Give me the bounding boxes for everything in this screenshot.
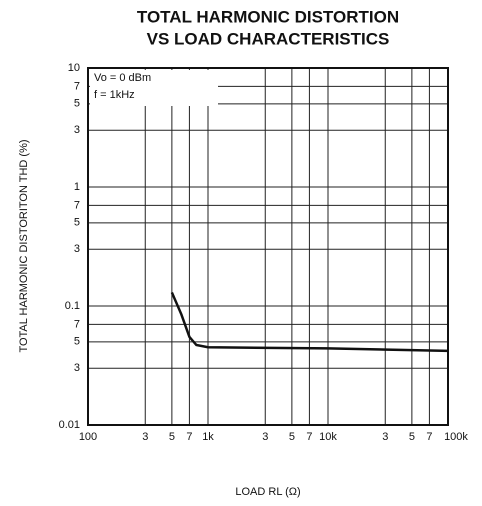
plot-frame bbox=[87, 67, 449, 426]
x-axis-label: LOAD RL (Ω) bbox=[235, 486, 300, 498]
y-tick-label: 10 bbox=[68, 62, 80, 74]
y-tick-label: 5 bbox=[74, 217, 80, 229]
x-tick-label: 5 bbox=[169, 431, 175, 443]
x-tick-label: 7 bbox=[186, 431, 192, 443]
annotation: Vo = 0 dBm bbox=[94, 72, 151, 84]
chart-title: TOTAL HARMONIC DISTORTION bbox=[137, 7, 399, 26]
y-tick-label: 7 bbox=[74, 199, 80, 211]
y-tick-label: 5 bbox=[74, 98, 80, 110]
y-axis-label: TOTAL HARMONIC DISTORITON THD (%) bbox=[18, 139, 30, 352]
chart-title: VS LOAD CHARACTERISTICS bbox=[147, 29, 390, 48]
y-tick-label: 7 bbox=[74, 318, 80, 330]
y-tick-label: 3 bbox=[74, 124, 80, 136]
x-tick-label: 1k bbox=[202, 431, 214, 443]
x-tick-label: 3 bbox=[142, 431, 148, 443]
y-tick-label: 5 bbox=[74, 336, 80, 348]
x-tick-label: 3 bbox=[262, 431, 268, 443]
x-tick-label: 10k bbox=[319, 431, 337, 443]
annotation-box bbox=[90, 70, 218, 106]
x-tick-label: 100 bbox=[79, 431, 97, 443]
annotation: f = 1kHz bbox=[94, 89, 135, 101]
x-tick-label: 7 bbox=[426, 431, 432, 443]
y-tick-label: 0.1 bbox=[65, 300, 80, 312]
x-tick-label: 7 bbox=[306, 431, 312, 443]
y-tick-label: 1 bbox=[74, 181, 80, 193]
y-tick-label: 7 bbox=[74, 80, 80, 92]
x-tick-label: 5 bbox=[409, 431, 415, 443]
x-tick-label: 5 bbox=[289, 431, 295, 443]
data-line bbox=[170, 291, 449, 353]
y-tick-label: 0.01 bbox=[59, 419, 80, 431]
y-tick-label: 3 bbox=[74, 243, 80, 255]
x-tick-label: 3 bbox=[382, 431, 388, 443]
x-tick-label: 100k bbox=[444, 431, 468, 443]
y-tick-label: 3 bbox=[74, 362, 80, 374]
